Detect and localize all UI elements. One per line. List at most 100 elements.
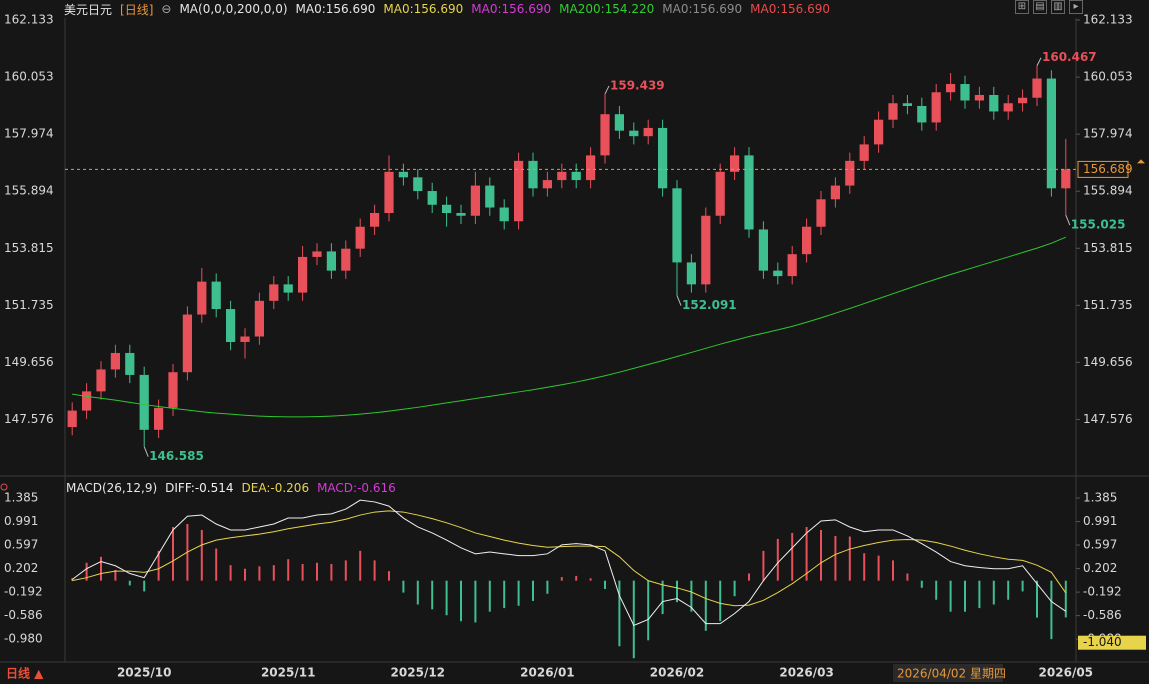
candle-body: [614, 114, 625, 131]
candle-body: [269, 284, 279, 301]
button[interactable]: ▥: [1051, 0, 1065, 14]
candle-body: [168, 372, 178, 408]
dea-line: [72, 510, 1067, 607]
y-tick-label-right: 0.597: [1083, 538, 1117, 552]
candle-body: [312, 251, 322, 257]
high-annotation: 160.467: [1042, 50, 1097, 64]
candle-body: [513, 160, 524, 222]
y-tick-label: -0.192: [4, 585, 43, 599]
y-tick-label: 0.597: [4, 538, 38, 552]
candle-body: [240, 336, 250, 342]
candle-body: [643, 127, 653, 137]
candle-body: [744, 155, 754, 230]
candle-body: [81, 391, 92, 411]
candle-body: [499, 207, 509, 222]
settings-icon[interactable]: ⊖: [161, 2, 172, 16]
candle-body: [758, 229, 769, 271]
diff-label: DIFF:-0.514: [165, 481, 234, 495]
y-tick-label-right: 162.133: [1083, 13, 1133, 27]
cursor-label: -1.040: [1083, 635, 1122, 649]
ma-legend: MA0:156.690: [383, 2, 464, 16]
y-tick-label-right: -0.586: [1083, 608, 1122, 622]
y-tick-label-right: 1.385: [1083, 491, 1117, 505]
candle-body: [974, 95, 985, 101]
candle-body: [153, 407, 164, 430]
button[interactable]: ⊞: [1015, 0, 1029, 14]
period: [日线]: [120, 2, 154, 17]
indicator: MA(0,0,0,200,0,0): [179, 2, 288, 16]
y-tick-label: -0.586: [4, 608, 43, 622]
candle-body: [873, 119, 884, 145]
ma-legend: MA200:154.220: [559, 2, 655, 16]
candle-body: [413, 177, 423, 192]
y-tick-label-right: 155.894: [1083, 184, 1133, 198]
candle-body: [1032, 78, 1042, 98]
candle-body: [902, 103, 913, 106]
candle-body: [441, 204, 452, 214]
cursor-box: [1078, 635, 1146, 650]
button[interactable]: ▸: [1069, 0, 1083, 14]
ma-legend: MA0:156.690: [295, 2, 376, 16]
y-tick-label: -0.980: [4, 632, 43, 646]
candle-body: [470, 185, 481, 216]
candle-body: [729, 155, 740, 172]
y-tick-label-right: 149.656: [1083, 355, 1133, 369]
ma-legend: MA0:156.690: [471, 2, 552, 16]
x-tick-label: 2026/03: [779, 666, 833, 680]
window-buttons: ⊞ ▤ ▥ ▸: [1015, 0, 1083, 14]
x-tick-label: 2025/11: [261, 666, 315, 680]
x-tick-label: 2026/05: [1039, 666, 1093, 680]
macd-value-label: MACD:-0.616: [317, 481, 396, 495]
y-tick-label-right: 157.974: [1083, 127, 1133, 141]
y-tick-label: 155.894: [4, 184, 54, 198]
x-tick-label: 2025/12: [391, 666, 445, 680]
candle-body: [528, 160, 538, 189]
candle-body: [1046, 78, 1057, 189]
ma200-line: [72, 236, 1066, 418]
period-button[interactable]: 日线 ▲: [6, 666, 44, 681]
candle-body: [542, 180, 553, 189]
header: 美元日元 [日线] ⊖ MA(0,0,0,200,0,0) MA0:156.69…: [64, 1, 830, 17]
current-price-label: 156.689: [1083, 162, 1133, 176]
candle-body: [355, 226, 365, 249]
candle-body: [816, 199, 826, 227]
y-tick-label-right: 151.735: [1083, 298, 1133, 312]
y-tick-label: 0.202: [4, 561, 38, 575]
candle-body: [931, 92, 941, 123]
y-tick-label-right: 153.815: [1083, 241, 1133, 255]
candle-body: [211, 281, 221, 310]
y-tick-label: 160.053: [4, 70, 54, 84]
low-annotation: 155.025: [1071, 218, 1126, 232]
candle-body: [830, 185, 841, 200]
ma-legend: MA0:156.690: [662, 2, 743, 16]
candle-body: [686, 262, 697, 285]
candle-body: [917, 105, 927, 123]
candle-body: [585, 155, 596, 181]
candle-body: [1061, 169, 1071, 189]
candle-body: [888, 103, 898, 120]
candle-body: [67, 410, 77, 428]
indicator-icon: [0, 483, 8, 491]
candle-body: [225, 309, 236, 342]
candle-body: [456, 213, 466, 216]
candle-body: [110, 352, 121, 370]
candle-body: [715, 171, 725, 216]
candle-body: [254, 300, 265, 337]
candle-body: [427, 191, 437, 205]
candle-body: [384, 171, 394, 214]
y-tick-label-right: -0.192: [1083, 585, 1122, 599]
candle-body: [672, 188, 682, 263]
low-annotation: 152.091: [682, 298, 737, 312]
macd-header: MACD(26,12,9) DIFF:-0.514 DEA:-0.206 MAC…: [66, 480, 396, 496]
candle-body: [96, 369, 106, 392]
y-tick-label: 162.133: [4, 13, 54, 27]
diff-line: [71, 499, 1067, 627]
annotation-tick: [1065, 214, 1071, 226]
x-tick-label: 2026/01: [520, 666, 574, 680]
dea-label: DEA:-0.206: [241, 481, 310, 495]
candle-body: [297, 256, 308, 293]
button[interactable]: ▤: [1033, 0, 1047, 14]
candle-body: [398, 171, 409, 178]
y-tick-label-right: 0.991: [1083, 514, 1117, 528]
